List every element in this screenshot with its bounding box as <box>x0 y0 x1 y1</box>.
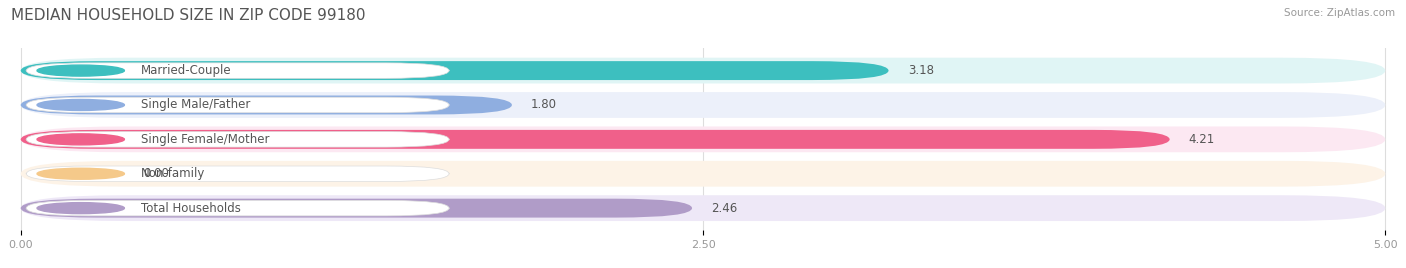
FancyBboxPatch shape <box>27 97 449 113</box>
FancyBboxPatch shape <box>21 95 512 114</box>
Circle shape <box>37 65 124 76</box>
FancyBboxPatch shape <box>21 126 1385 152</box>
Circle shape <box>37 168 124 179</box>
Circle shape <box>37 203 124 214</box>
Text: Single Female/Mother: Single Female/Mother <box>141 133 270 146</box>
Text: 2.46: 2.46 <box>711 202 737 215</box>
Text: Source: ZipAtlas.com: Source: ZipAtlas.com <box>1284 8 1395 18</box>
Circle shape <box>37 134 124 145</box>
Text: Non-family: Non-family <box>141 167 205 180</box>
FancyBboxPatch shape <box>27 166 449 181</box>
FancyBboxPatch shape <box>21 199 692 218</box>
Text: 1.80: 1.80 <box>531 98 557 111</box>
Text: 0.00: 0.00 <box>143 167 169 180</box>
Text: Total Households: Total Households <box>141 202 240 215</box>
Text: Married-Couple: Married-Couple <box>141 64 232 77</box>
Text: Single Male/Father: Single Male/Father <box>141 98 250 111</box>
FancyBboxPatch shape <box>21 92 1385 118</box>
Text: 4.21: 4.21 <box>1189 133 1215 146</box>
FancyBboxPatch shape <box>27 132 449 147</box>
FancyBboxPatch shape <box>21 58 1385 84</box>
FancyBboxPatch shape <box>21 195 1385 221</box>
FancyBboxPatch shape <box>27 200 449 216</box>
Text: MEDIAN HOUSEHOLD SIZE IN ZIP CODE 99180: MEDIAN HOUSEHOLD SIZE IN ZIP CODE 99180 <box>11 8 366 23</box>
Text: 3.18: 3.18 <box>908 64 934 77</box>
Circle shape <box>37 99 124 110</box>
FancyBboxPatch shape <box>21 61 889 80</box>
FancyBboxPatch shape <box>21 130 1170 149</box>
FancyBboxPatch shape <box>27 63 449 78</box>
FancyBboxPatch shape <box>21 161 1385 187</box>
